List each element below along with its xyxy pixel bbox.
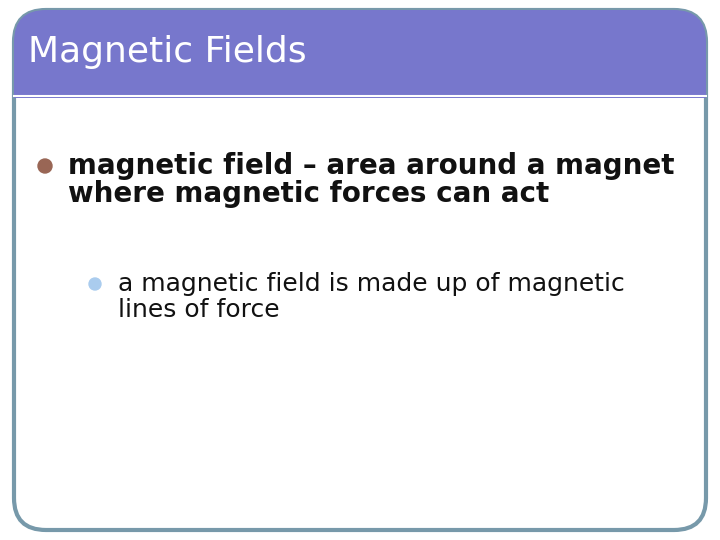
FancyBboxPatch shape [14,10,706,530]
FancyBboxPatch shape [14,10,706,98]
Circle shape [38,159,52,173]
FancyBboxPatch shape [14,54,706,98]
Text: lines of force: lines of force [118,298,279,322]
Text: where magnetic forces can act: where magnetic forces can act [68,180,549,208]
Text: Magnetic Fields: Magnetic Fields [28,35,307,69]
Text: magnetic field – area around a magnet: magnetic field – area around a magnet [68,152,675,180]
Text: a magnetic field is made up of magnetic: a magnetic field is made up of magnetic [118,272,625,296]
Circle shape [89,278,101,290]
